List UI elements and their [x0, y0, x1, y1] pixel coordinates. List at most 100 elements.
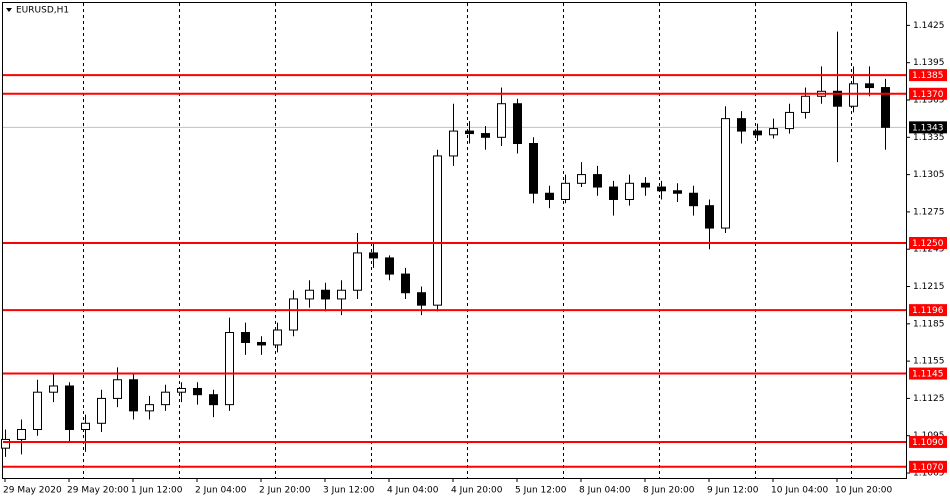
level-label: 1.1250: [912, 239, 944, 249]
y-tick-label: 1.1395: [913, 58, 945, 68]
candle-body: [417, 292, 426, 306]
candle-body: [545, 192, 554, 200]
candle-body: [337, 289, 346, 300]
level-label-box: [909, 87, 947, 100]
candle-body: [753, 130, 762, 136]
candle-body: [321, 289, 330, 300]
menu-arrow[interactable]: [6, 8, 12, 12]
level-label-box: [909, 236, 947, 249]
y-tick-label: 1.1215: [913, 282, 945, 292]
x-tick-label: 2 Jun 20:00: [259, 486, 311, 496]
candle-body: [161, 391, 170, 406]
x-tick-label: 10 Jun 20:00: [835, 486, 892, 496]
level-label-box: [909, 304, 947, 317]
candle-body: [193, 387, 202, 396]
candle-body: [465, 130, 474, 135]
chart-title: EURUSD,H1: [16, 6, 69, 16]
candle-body: [369, 252, 378, 259]
plot-frame: [2, 2, 907, 479]
x-tick-label: 8 Jun 20:00: [643, 486, 695, 496]
candle-body: [497, 103, 506, 138]
x-tick-label: 8 Jun 04:00: [579, 486, 631, 496]
y-tick-label: 1.1155: [913, 357, 945, 367]
x-tick-label: 10 Jun 04:00: [771, 486, 828, 496]
y-tick-label: 1.1365: [913, 95, 945, 105]
candle-body: [769, 128, 778, 136]
y-tick-label: 1.1065: [913, 469, 945, 479]
candle-body: [833, 90, 842, 107]
candle-body: [177, 387, 186, 393]
candle-body: [785, 111, 794, 130]
level-label-box: [909, 435, 947, 448]
level-label: 1.1370: [912, 90, 944, 100]
candle-body: [721, 118, 730, 229]
candle-body: [97, 397, 106, 424]
candle-body: [353, 252, 362, 291]
level-label: 1.1385: [912, 71, 944, 81]
candle-body: [385, 257, 394, 275]
x-tick-label: 29 May 20:00: [67, 486, 129, 496]
y-tick-label: 1.1305: [913, 170, 945, 180]
x-tick-label: 3 Jun 12:00: [323, 486, 375, 496]
candle-body: [209, 394, 218, 406]
candle-body: [17, 429, 26, 440]
candle-body: [673, 190, 682, 194]
candle-body: [113, 379, 122, 399]
level-label: 1.1145: [912, 370, 944, 380]
candle-body: [689, 192, 698, 207]
x-tick-label: 2 Jun 04:00: [195, 486, 247, 496]
candle-body: [865, 83, 874, 89]
candle-body: [705, 205, 714, 229]
level-label: 1.1196: [912, 306, 944, 316]
candle-body: [609, 186, 618, 200]
candle-body: [257, 341, 266, 346]
candle-body: [849, 83, 858, 107]
current-price-box: [909, 121, 947, 134]
candle-body: [33, 391, 42, 431]
candle-body: [273, 329, 282, 346]
candle-body: [433, 155, 442, 306]
candle-body: [449, 130, 458, 157]
candle-body: [657, 186, 666, 192]
candle-body: [881, 87, 890, 128]
current-price-label: 1.1343: [912, 123, 944, 133]
candle-body: [401, 273, 410, 294]
candle-body: [65, 385, 74, 431]
level-label-box: [909, 69, 947, 82]
y-tick-label: 1.1185: [913, 319, 945, 329]
candle-body: [305, 289, 314, 300]
y-tick-label: 1.1125: [913, 394, 945, 404]
candle-body: [289, 298, 298, 331]
x-tick-label: 5 Jun 12:00: [515, 486, 567, 496]
x-tick-label: 4 Jun 04:00: [387, 486, 439, 496]
x-tick-label: 29 May 2020: [3, 486, 62, 496]
candle-body: [241, 332, 250, 343]
candle-body: [129, 379, 138, 412]
candle-body: [529, 143, 538, 194]
y-tick-label: 1.1335: [913, 133, 945, 143]
level-label: 1.1070: [912, 463, 944, 473]
level-label-box: [909, 367, 947, 380]
candle-body: [641, 182, 650, 188]
x-tick-label: 1 Jun 12:00: [131, 486, 183, 496]
x-tick-label: 4 Jun 20:00: [451, 486, 503, 496]
candle-body: [145, 404, 154, 412]
candle-body: [577, 174, 586, 184]
y-tick-label: 1.1245: [913, 245, 945, 255]
candle-body: [81, 422, 90, 431]
y-tick-label: 1.1425: [913, 21, 945, 31]
level-label-box: [909, 460, 947, 473]
candle-body: [1, 438, 10, 449]
candle-body: [481, 133, 490, 138]
candle-body: [593, 174, 602, 188]
x-tick-label: 9 Jun 12:00: [707, 486, 759, 496]
candle-body: [737, 118, 746, 132]
level-label: 1.1090: [912, 438, 944, 448]
candle-body: [513, 103, 522, 145]
candle-body: [801, 95, 810, 113]
candle-body: [561, 182, 570, 200]
y-tick-label: 1.1275: [913, 207, 945, 217]
candle-body: [625, 182, 634, 200]
